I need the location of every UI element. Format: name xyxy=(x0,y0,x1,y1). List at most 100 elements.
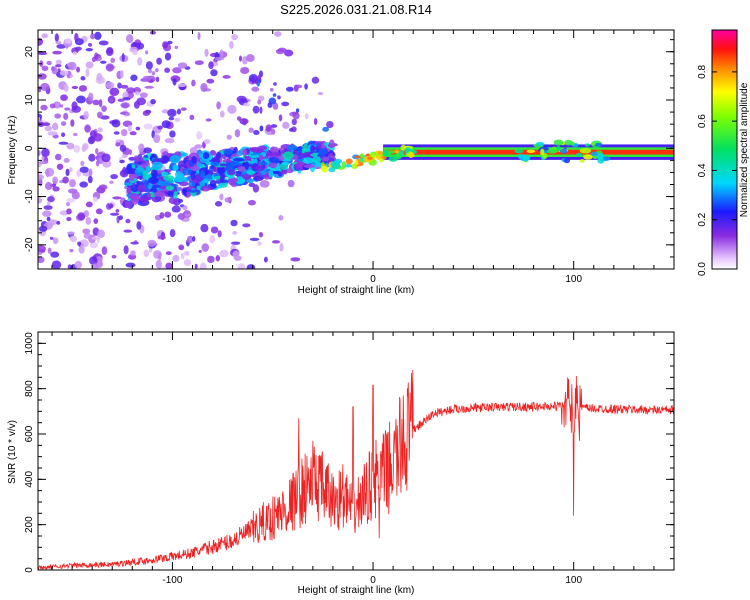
spectrogram-blob xyxy=(284,49,294,57)
spectrogram-blob xyxy=(242,118,247,126)
spectrogram-blob xyxy=(155,259,162,269)
spectrogram-blob xyxy=(101,105,107,112)
spectrogram-blob xyxy=(142,110,150,116)
spectrogram-blob xyxy=(210,161,220,167)
spectrogram-blob xyxy=(142,147,153,154)
spectrogram-blob xyxy=(263,256,268,263)
spectrogram-blob xyxy=(310,153,318,157)
spectrogram-blob xyxy=(141,179,149,184)
spectrogram-blob xyxy=(272,82,277,86)
spectrogram-blob xyxy=(105,63,115,72)
spectrogram-blob xyxy=(152,184,162,188)
spectrogram-blob xyxy=(202,152,210,159)
spectrogram-blob xyxy=(56,163,64,170)
spectrogram-blob xyxy=(85,216,92,225)
spectrogram-blob xyxy=(177,83,187,88)
spectrogram-blob xyxy=(67,61,77,71)
spectrogram-blob xyxy=(111,119,121,128)
spectrogram-blob xyxy=(172,164,179,171)
spectrogram-blob xyxy=(38,174,44,180)
spectrogram-blob xyxy=(63,158,70,163)
spectrogram-blob xyxy=(341,161,347,169)
spectrogram-blob xyxy=(254,165,265,172)
spectrogram-blob xyxy=(317,91,324,96)
spectrogram-blob xyxy=(229,40,234,49)
spectrogram-blob xyxy=(79,239,89,248)
spectrogram-blob xyxy=(160,181,171,187)
spectrogram-blob xyxy=(94,52,99,61)
spectrogram-blob xyxy=(270,124,278,128)
spectrogram-blob xyxy=(77,241,82,246)
spectrogram-blob xyxy=(258,231,264,238)
spectrogram-blob xyxy=(168,116,175,121)
spectrogram-blob xyxy=(570,141,575,146)
spectrogram-blob xyxy=(80,76,86,81)
spectrogram-blob xyxy=(216,184,223,189)
spectrogram-blob xyxy=(88,153,96,162)
spectrogram-blob xyxy=(150,186,157,194)
spectrogram-blob xyxy=(66,231,75,235)
spectrogram-blob xyxy=(38,225,48,232)
spectrogram-blob xyxy=(115,209,120,213)
spectrogram-blob xyxy=(144,85,154,89)
spectrogram-blob xyxy=(259,180,270,188)
spectrogram-blob xyxy=(174,175,186,183)
spectrogram-blob xyxy=(87,136,95,145)
spectrogram-blob xyxy=(519,154,531,162)
spectrogram-blob xyxy=(46,60,52,66)
spectrogram-blob xyxy=(70,119,75,127)
spectrogram-blob xyxy=(54,33,59,42)
spectrogram-blob xyxy=(90,33,96,40)
spectrogram-blob xyxy=(150,169,158,179)
spectrogram-blob xyxy=(219,163,229,167)
spectrogram-blob xyxy=(126,187,132,195)
spectrogram-blob xyxy=(164,67,171,73)
spectrogram-blob xyxy=(123,245,129,255)
spectrogram-blob xyxy=(514,149,524,154)
spectrogram-blob xyxy=(71,101,78,111)
spectrogram-blob xyxy=(232,157,245,162)
spectrogram-x-tick-label: 0 xyxy=(370,274,376,285)
spectrogram-blob xyxy=(278,114,283,122)
spectrogram-blob xyxy=(38,197,43,204)
snr-x-tick-label: 0 xyxy=(370,575,376,586)
spectrogram-blob xyxy=(127,125,132,132)
spectrogram-blob xyxy=(165,251,172,256)
spectrogram-blob xyxy=(222,159,232,163)
spectrogram-blob xyxy=(287,179,295,188)
spectrogram-blob xyxy=(150,99,156,105)
spectrogram-blob xyxy=(121,103,129,109)
spectrogram-blob xyxy=(164,211,172,218)
spectrogram-blob xyxy=(270,152,282,157)
spectrogram-blob xyxy=(85,201,93,208)
spectrogram-blob xyxy=(169,154,181,164)
spectrogram-blob xyxy=(43,205,53,210)
spectrogram-blob xyxy=(97,229,105,238)
spectrogram-blob xyxy=(354,160,359,166)
spectrogram-blob xyxy=(382,149,389,157)
spectrogram-blob xyxy=(291,118,297,126)
spectrogram-blob xyxy=(177,212,186,220)
spectrogram-blob xyxy=(96,111,103,119)
spectrogram-blob xyxy=(62,176,69,184)
spectrogram-blob xyxy=(120,70,124,79)
spectrogram-blob xyxy=(290,126,297,133)
spectrogram-blob xyxy=(51,260,62,269)
spectrogram-blob xyxy=(126,163,132,171)
spectrogram-blob xyxy=(182,205,188,211)
spectrogram-blob xyxy=(119,159,125,164)
spectrogram-blob xyxy=(199,262,207,269)
figure-title: S225.2026.031.21.08.R14 xyxy=(280,2,432,17)
spectrogram-blob xyxy=(183,259,192,267)
spectrogram-blob xyxy=(95,256,103,264)
spectrogram-blob xyxy=(69,235,78,243)
spectrogram-blob xyxy=(74,46,82,51)
spectrogram-blob xyxy=(125,112,131,117)
spectrogram-x-tick-label: -100 xyxy=(162,274,182,285)
spectrogram-blob xyxy=(95,148,99,155)
spectrogram-blob xyxy=(95,160,100,167)
spectrogram-blob xyxy=(312,156,321,164)
spectrogram-blob xyxy=(219,193,224,201)
spectrogram-blob xyxy=(215,151,222,159)
